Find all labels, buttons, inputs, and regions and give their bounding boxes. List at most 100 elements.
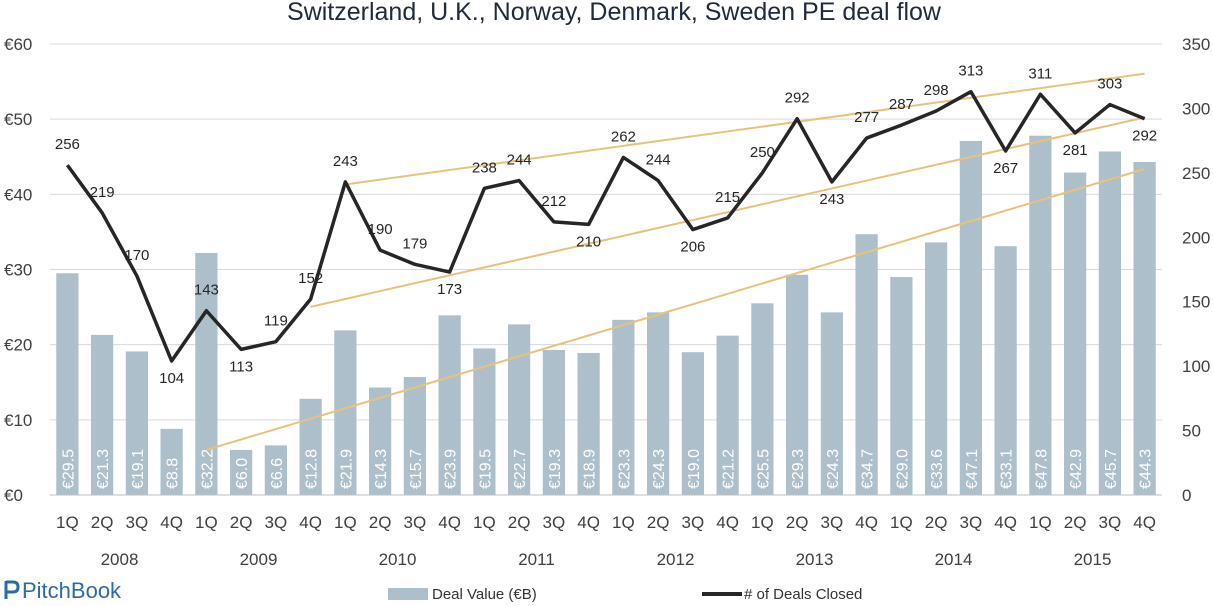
x-quarter-label: 3Q	[404, 513, 427, 532]
deal-value-bar	[403, 376, 426, 495]
axes: €0 €10 €20 €30 €40 €50 €60 0 50 100 150 200 250 300 35…	[4, 35, 1210, 569]
deals-value-label: 210	[576, 233, 601, 250]
bar-value-label: €29.0	[894, 449, 911, 489]
y-left-tick-label: €40	[4, 185, 32, 204]
deal-value-bar	[1098, 151, 1121, 495]
deals-value-label: 206	[680, 239, 705, 256]
x-quarter-label: 4Q	[160, 513, 183, 532]
y-left-tick-label: €20	[4, 336, 32, 355]
deal-value-bar	[681, 352, 704, 495]
x-quarter-label: 4Q	[299, 513, 322, 532]
deals-value-label: 267	[993, 160, 1018, 177]
bar-value-label: €24.3	[651, 449, 668, 489]
deals-value-label: 173	[437, 281, 462, 298]
y-left-tick-label: €50	[4, 110, 32, 129]
x-year-label: 2010	[379, 550, 417, 569]
bar-value-label: €19.5	[477, 449, 494, 489]
deals-value-label: 244	[646, 152, 671, 169]
deals-value-label: 113	[229, 358, 253, 375]
bar-value-label: €29.5	[60, 449, 77, 489]
x-quarter-label: 1Q	[1029, 513, 1052, 532]
deal-value-bars	[56, 135, 1156, 496]
y-right-tick-label: 300	[1182, 99, 1210, 118]
deal-value-bar	[160, 428, 183, 495]
y-right-tick-label: 50	[1182, 422, 1201, 441]
x-year-label: 2008	[101, 550, 139, 569]
deal-value-bar	[959, 140, 982, 495]
bar-value-label: €19.0	[686, 449, 703, 489]
x-quarter-label: 4Q	[438, 513, 461, 532]
pitchbook-logo: PitchBook	[4, 578, 121, 604]
y-left-tick-label: €60	[4, 35, 32, 54]
deal-value-bar	[1064, 172, 1087, 495]
deals-closed-polyline	[65, 89, 1146, 363]
bar-value-label: €33.6	[929, 449, 946, 489]
x-quarter-label: 2Q	[230, 513, 253, 532]
deals-value-label: 244	[507, 152, 532, 169]
chart-title: Switzerland, U.K., Norway, Denmark, Swed…	[287, 0, 942, 26]
deal-value-bar	[647, 312, 670, 495]
deals-value-label: 170	[124, 247, 149, 264]
deal-value-bar	[612, 319, 635, 495]
x-quarter-label: 2Q	[786, 513, 809, 532]
deals-value-label: 313	[958, 63, 983, 80]
y-right-tick-label: 250	[1182, 164, 1210, 183]
deal-value-bar	[299, 398, 322, 495]
deal-value-bar	[56, 273, 79, 495]
deal-value-bar	[577, 352, 600, 495]
bar-value-label: €14.3	[373, 449, 390, 489]
bar-value-label: €47.8	[1033, 449, 1050, 489]
y-left-tick-label: €0	[4, 486, 23, 505]
y-left-tick-label: €10	[4, 411, 32, 430]
x-quarter-label: 2Q	[1064, 513, 1087, 532]
bar-value-label: €34.7	[860, 449, 877, 489]
bar-value-label: €44.3	[1138, 449, 1155, 489]
deal-value-bar	[716, 335, 739, 495]
deals-value-label: 303	[1097, 76, 1122, 93]
y-right-tick-label: 200	[1182, 228, 1210, 247]
deal-value-bar	[542, 349, 565, 495]
x-quarter-label: 1Q	[751, 513, 774, 532]
deal-value-bar	[264, 445, 287, 495]
x-quarter-label: 4Q	[994, 513, 1017, 532]
x-quarter-label: 1Q	[195, 513, 218, 532]
bar-value-label: €21.2	[721, 449, 738, 489]
bar-value-label: €8.8	[165, 458, 182, 489]
deal-value-bar	[334, 330, 357, 495]
deal-value-bar	[438, 315, 461, 495]
bar-value-label: €22.7	[512, 449, 529, 489]
deals-value-label: 143	[194, 282, 219, 299]
deals-value-label: 219	[90, 184, 115, 201]
x-quarter-label: 4Q	[1133, 513, 1156, 532]
bar-value-label: €23.9	[443, 449, 460, 489]
bar-value-label: €32.2	[199, 449, 216, 489]
legend-swatch-deal-value	[388, 588, 428, 600]
x-year-label: 2014	[935, 550, 973, 569]
bar-value-label: €24.3	[825, 449, 842, 489]
deals-value-label: 190	[368, 221, 393, 238]
x-quarter-label: 4Q	[855, 513, 878, 532]
x-quarter-label: 2Q	[647, 513, 670, 532]
x-quarter-label: 2Q	[91, 513, 114, 532]
y-right-tick-label: 0	[1182, 486, 1191, 505]
bar-value-label: €12.8	[304, 449, 321, 489]
deal-value-bar	[751, 303, 774, 495]
deal-value-bar	[994, 246, 1017, 495]
deal-value-bar	[1029, 135, 1052, 495]
deal-value-bar	[369, 387, 392, 495]
deals-value-label: 277	[854, 109, 879, 126]
x-quarter-label: 4Q	[577, 513, 600, 532]
deals-value-label: 212	[541, 193, 566, 210]
bar-value-label: €15.7	[408, 449, 425, 489]
bar-value-label: €45.7	[1103, 449, 1120, 489]
y-right-tick-label: 100	[1182, 357, 1210, 376]
legend-label-deals-closed: # of Deals Closed	[744, 586, 862, 603]
legend-label-deal-value: Deal Value (€B)	[432, 586, 537, 603]
deals-value-label: 256	[55, 136, 80, 153]
deals-value-label: 152	[298, 270, 323, 287]
x-quarter-label: 1Q	[56, 513, 79, 532]
x-year-label: 2013	[796, 550, 834, 569]
deal-value-bar	[230, 449, 253, 495]
deals-value-label: 119	[264, 313, 288, 330]
deal-value-bar	[473, 348, 496, 495]
